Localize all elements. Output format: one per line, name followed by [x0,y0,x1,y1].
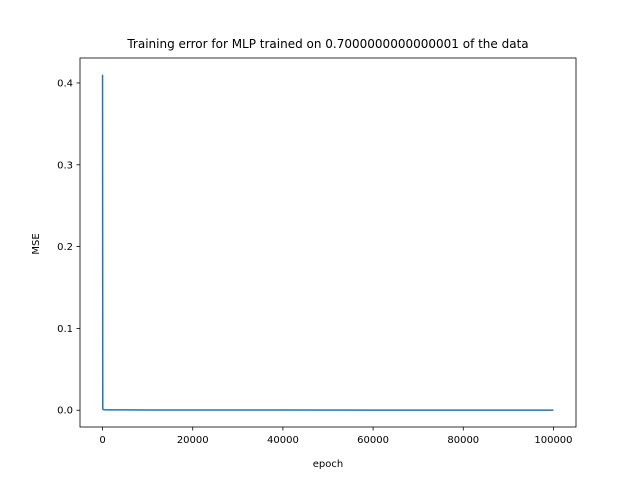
x-tick-label: 100000 [534,435,572,446]
chart-title: Training error for MLP trained on 0.7000… [126,37,528,51]
y-tick-label: 0.3 [57,160,73,171]
x-tick-label: 60000 [357,435,389,446]
x-tick-label: 0 [99,435,105,446]
series-line-0 [101,74,554,411]
y-tick-label: 0.2 [57,242,73,253]
x-axis-label: epoch [313,459,343,470]
y-tick-label: 0.0 [57,406,73,417]
axes: 0 20000 40000 60000 80000 100000 0.0 0.1 0.2 0.3 0… [57,57,577,446]
x-tick-label: 80000 [447,435,479,446]
x-tick-label: 20000 [177,435,209,446]
y-tick-label: 0.4 [57,78,73,89]
axes-frame [79,57,577,428]
y-tick-label: 0.1 [57,324,73,335]
plot-area [101,74,554,411]
x-tick-label: 40000 [267,435,299,446]
y-axis-label: MSE [31,233,42,254]
